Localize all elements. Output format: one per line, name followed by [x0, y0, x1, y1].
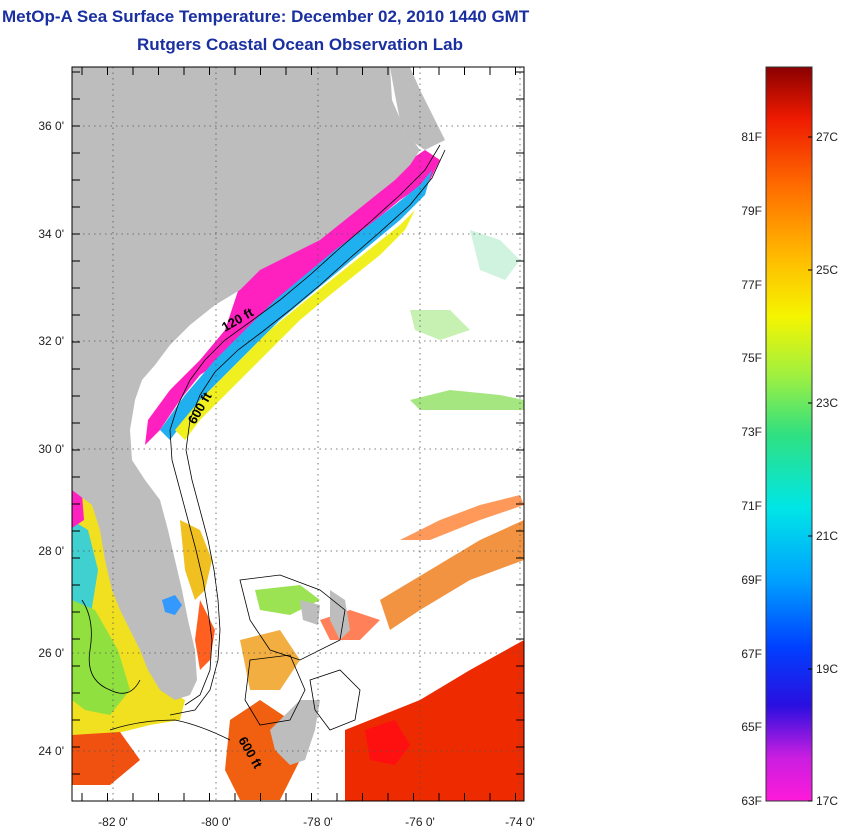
lat-tick-label: 24 0' — [38, 744, 64, 758]
colorbar-f-label: 67F — [741, 647, 762, 661]
lon-tick-label: -78 0' — [303, 815, 333, 829]
colorbar-f-label: 73F — [741, 425, 762, 439]
lon-tick-label: -80 0' — [201, 815, 231, 829]
lake-okeechobee — [162, 595, 182, 615]
lat-tick-label: 32 0' — [38, 334, 64, 348]
lat-tick-label: 30 0' — [38, 442, 64, 456]
colorbar-f-label: 81F — [741, 130, 762, 144]
colorbar-c-label: 19C — [816, 662, 838, 676]
lon-tick-label: -82 0' — [98, 815, 128, 829]
longitude-axis: -82 0' -80 0' -78 0' -76 0' -74 0' — [81, 67, 535, 829]
lat-tick-label: 36 0' — [38, 119, 64, 133]
lat-tick-label: 26 0' — [38, 646, 64, 660]
colorbar — [765, 66, 813, 802]
colorbar-f-label: 63F — [741, 794, 762, 808]
colorbar-labels: 81F 79F 77F 75F 73F 71F 69F 67F 65F 63F 27C 25C 23C 2… — [741, 130, 838, 808]
colorbar-c-label: 23C — [816, 396, 838, 410]
land-layer — [72, 67, 445, 765]
colorbar-c-label: 21C — [816, 529, 838, 543]
colorbar-f-label: 77F — [741, 278, 762, 292]
map-title: MetOp-A Sea Surface Temperature: Decembe… — [2, 7, 530, 26]
graticule — [72, 67, 524, 801]
lon-tick-label: -74 0' — [505, 815, 535, 829]
colorbar-c-label: 17C — [816, 794, 838, 808]
plot-frame — [71, 66, 525, 802]
colorbar-f-label: 69F — [741, 573, 762, 587]
map-subtitle: Rutgers Coastal Ocean Observation Lab — [137, 35, 463, 54]
colorbar-c-label: 27C — [816, 130, 838, 144]
colorbar-f-label: 65F — [741, 720, 762, 734]
lat-tick-label: 28 0' — [38, 544, 64, 558]
colorbar-f-label: 71F — [741, 499, 762, 513]
colorbar-f-label: 75F — [741, 351, 762, 365]
latitude-axis: 36 0' 34 0' 32 0' 30 0' 28 0' 26 0' 24 0' — [38, 71, 524, 775]
lat-tick-label: 34 0' — [38, 227, 64, 241]
colorbar-c-label: 25C — [816, 263, 838, 277]
bathymetry-contours — [81, 144, 446, 741]
colorbar-f-label: 79F — [741, 204, 762, 218]
lon-tick-label: -76 0' — [405, 815, 435, 829]
